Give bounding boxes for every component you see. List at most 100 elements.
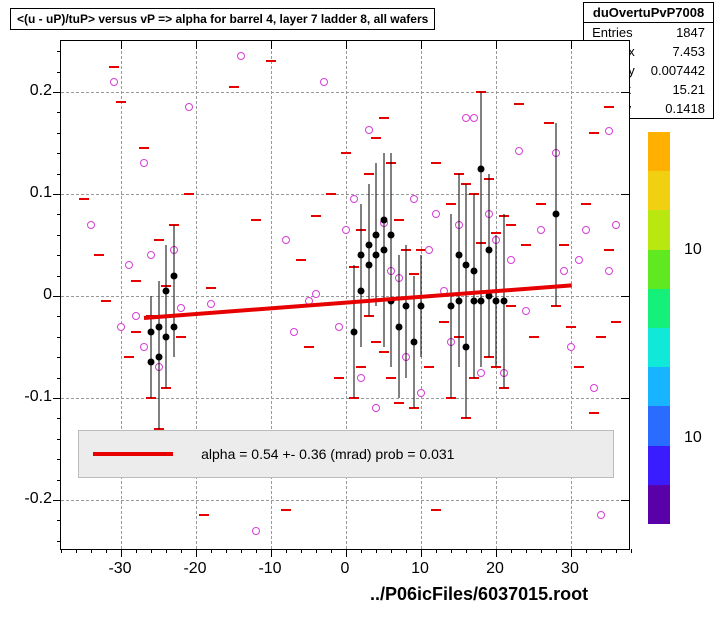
colorbar-label: 10 — [684, 429, 702, 447]
red-dash-marker — [326, 193, 336, 195]
red-dash-marker — [409, 273, 419, 275]
magenta-marker — [522, 307, 530, 315]
magenta-marker — [335, 323, 343, 331]
red-dash-marker — [491, 232, 501, 234]
colorbar — [648, 132, 670, 524]
plot-area: alpha = 0.54 +- 0.36 (mrad) prob = 0.031 — [60, 40, 630, 550]
red-dash-marker — [589, 412, 599, 414]
magenta-marker — [140, 159, 148, 167]
red-dash-marker — [566, 326, 576, 328]
red-dash-marker — [311, 215, 321, 217]
x-axis-label: -10 — [250, 560, 290, 578]
red-dash-marker — [296, 259, 306, 261]
red-dash-marker — [431, 509, 441, 511]
magenta-marker — [342, 226, 350, 234]
magenta-marker — [470, 114, 478, 122]
magenta-marker — [132, 312, 140, 320]
x-axis-label: 10 — [400, 560, 440, 578]
y-axis-label: -0.1 — [12, 388, 52, 406]
magenta-marker — [612, 221, 620, 229]
x-axis-label: 20 — [475, 560, 515, 578]
black-marker — [463, 344, 470, 351]
y-axis-label: 0.1 — [12, 184, 52, 202]
stats-name: duOvertuPvP7008 — [584, 3, 713, 23]
red-dash-marker — [394, 402, 404, 404]
error-bar — [406, 245, 407, 378]
magenta-marker — [590, 384, 598, 392]
black-marker — [358, 287, 365, 294]
black-marker — [485, 247, 492, 254]
black-marker — [410, 338, 417, 345]
stats-value: 15.21 — [643, 80, 713, 99]
red-dash-marker — [514, 103, 524, 105]
black-marker — [455, 298, 462, 305]
black-marker — [395, 323, 402, 330]
red-dash-marker — [604, 106, 614, 108]
magenta-marker — [207, 300, 215, 308]
black-marker — [155, 323, 162, 330]
black-marker — [148, 328, 155, 335]
stats-value: 0.007442 — [643, 61, 713, 80]
red-dash-marker — [251, 219, 261, 221]
magenta-marker — [425, 246, 433, 254]
magenta-marker — [117, 323, 125, 331]
stats-value: 7.453 — [643, 42, 713, 61]
magenta-marker — [417, 389, 425, 397]
red-dash-marker — [131, 331, 141, 333]
red-dash-marker — [341, 152, 351, 154]
magenta-marker — [582, 226, 590, 234]
black-marker — [365, 262, 372, 269]
red-dash-marker — [79, 198, 89, 200]
magenta-marker — [290, 328, 298, 336]
black-marker — [493, 298, 500, 305]
red-dash-marker — [154, 239, 164, 241]
stats-value: 0.1418 — [643, 99, 713, 118]
red-dash-marker — [379, 351, 389, 353]
black-marker — [350, 328, 357, 335]
red-dash-marker — [371, 137, 381, 139]
black-marker — [448, 303, 455, 310]
magenta-marker — [87, 221, 95, 229]
colorbar-label: 10 — [684, 241, 702, 259]
black-marker — [478, 298, 485, 305]
red-dash-marker — [431, 162, 441, 164]
magenta-marker — [320, 78, 328, 86]
red-dash-marker — [379, 117, 389, 119]
red-dash-marker — [589, 132, 599, 134]
y-axis-label: 0 — [12, 286, 52, 304]
red-dash-marker — [94, 254, 104, 256]
red-dash-marker — [506, 305, 516, 307]
red-dash-marker — [266, 60, 276, 62]
magenta-marker — [560, 267, 568, 275]
red-dash-marker — [521, 244, 531, 246]
magenta-marker — [605, 267, 613, 275]
red-dash-marker — [334, 377, 344, 379]
red-dash-marker — [304, 346, 314, 348]
black-marker — [463, 262, 470, 269]
red-dash-marker — [559, 244, 569, 246]
black-marker — [170, 272, 177, 279]
magenta-marker — [350, 195, 358, 203]
magenta-marker — [177, 304, 185, 312]
red-dash-marker — [199, 514, 209, 516]
black-marker — [553, 211, 560, 218]
red-dash-marker — [574, 366, 584, 368]
magenta-marker — [140, 343, 148, 351]
red-dash-marker — [281, 509, 291, 511]
magenta-marker — [125, 261, 133, 269]
red-dash-marker — [176, 336, 186, 338]
black-marker — [170, 323, 177, 330]
black-marker — [163, 287, 170, 294]
black-marker — [380, 247, 387, 254]
magenta-marker — [477, 369, 485, 377]
magenta-marker — [410, 195, 418, 203]
magenta-marker — [432, 210, 440, 218]
magenta-marker — [312, 290, 320, 298]
red-dash-marker — [596, 336, 606, 338]
red-dash-marker — [206, 287, 216, 289]
magenta-marker — [357, 374, 365, 382]
red-dash-marker — [506, 224, 516, 226]
red-dash-marker — [581, 203, 591, 205]
magenta-marker — [147, 251, 155, 259]
black-marker — [418, 303, 425, 310]
